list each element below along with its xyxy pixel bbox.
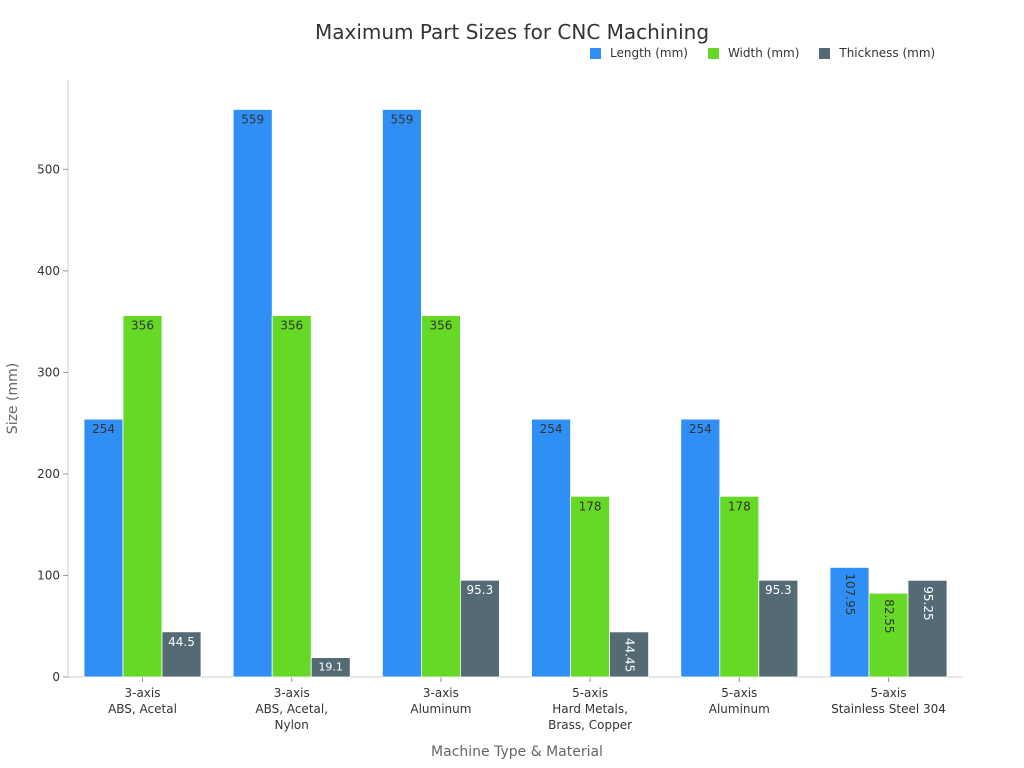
chart-title: Maximum Part Sizes for CNC Machining [314,20,710,44]
data-label: 95.3 [467,583,494,597]
y-tick-label: 200 [37,467,60,481]
x-tick-label-line: Stainless Steel 304 [831,702,946,716]
bar-width [570,495,610,678]
data-label: 254 [92,422,115,436]
bar-length [83,418,124,678]
data-label: 178 [579,499,602,513]
x-axis-title: Machine Type & Material [431,744,603,760]
data-label: 559 [390,112,413,126]
x-tick-label-line: 5-axis [870,686,906,700]
y-tick-label: 300 [37,365,60,379]
bar-length [829,566,870,678]
x-tick-label-line: ABS, Acetal [108,702,177,716]
x-tick-label: 5-axis Hard Metals, Brass, Copper [548,686,632,732]
bar-width [271,315,312,678]
data-label: 254 [689,422,712,436]
bar-length [531,418,571,678]
data-label: 82.55 [882,599,896,633]
x-tick-label-line: 3-axis [423,686,459,700]
bar-thickness [609,631,649,678]
y-tick-label: 500 [37,162,60,176]
x-tick-label-line: Hard Metals, [552,702,628,716]
legend-swatch-width [707,47,719,59]
legend-label-thickness: Thickness (mm) [839,46,936,60]
data-label: 356 [131,319,154,333]
y-axis-title: Size (mm) [5,363,21,434]
bar-thickness [310,657,351,678]
x-tick-label: 5-axis Aluminum [709,686,770,716]
data-label: 95.3 [765,583,792,597]
legend-item-width[interactable]: Width (mm) [707,46,800,60]
x-tick-label-line: 5-axis [721,686,757,700]
legend-label-length: Length (mm) [610,46,688,60]
bar-length [232,109,273,678]
data-label: 559 [241,112,264,126]
data-label: 95.25 [921,586,935,620]
bar-thickness [459,579,500,678]
data-label: 19.1 [318,661,343,674]
bar-thickness [161,631,202,678]
x-tick-label: 5-axis Stainless Steel 304 [831,686,946,716]
x-tick-label-line: 3-axis [124,686,160,700]
data-label: 356 [280,319,303,333]
x-tick-label: 3-axis ABS, Acetal [108,686,177,716]
legend-label-width: Width (mm) [727,46,800,60]
bar-width [122,315,163,678]
x-tick-label-line: ABS, Acetal, [255,702,328,716]
x-tick-label: 3-axis Aluminum [410,686,471,716]
x-tick-label-line: 3-axis [274,686,310,700]
y-tick-label: 100 [37,568,60,582]
legend-swatch-thickness [819,47,831,59]
x-tick-label-line: 5-axis [572,686,608,700]
bar-thickness [758,579,799,678]
legend-item-thickness[interactable]: Thickness (mm) [819,46,935,60]
bar-length [381,109,422,678]
legend: Length (mm) Width (mm) Thickness (mm) [590,46,935,60]
x-tick-label-line: Brass, Copper [548,718,632,732]
y-tick-label: 0 [52,670,60,684]
bar-width [420,315,461,678]
data-label: 356 [429,319,452,333]
bar-width [719,495,760,678]
bar-length [680,418,721,678]
data-label: 107.95 [843,573,857,615]
x-tick-label-line: Aluminum [410,702,471,716]
data-label: 178 [728,499,751,513]
y-tick-label: 400 [37,264,60,278]
data-label: 44.45 [623,638,637,672]
legend-swatch-length [590,47,601,59]
bar-width [868,592,909,678]
bar-thickness [907,579,948,678]
x-tick-label-line: Nylon [275,718,309,732]
data-label: 254 [540,422,563,436]
x-tick-label: 3-axis ABS, Acetal, Nylon [255,686,328,732]
x-tick-label-line: Aluminum [709,702,770,716]
legend-item-length[interactable]: Length (mm) [590,46,688,60]
data-label: 44.5 [168,635,195,649]
